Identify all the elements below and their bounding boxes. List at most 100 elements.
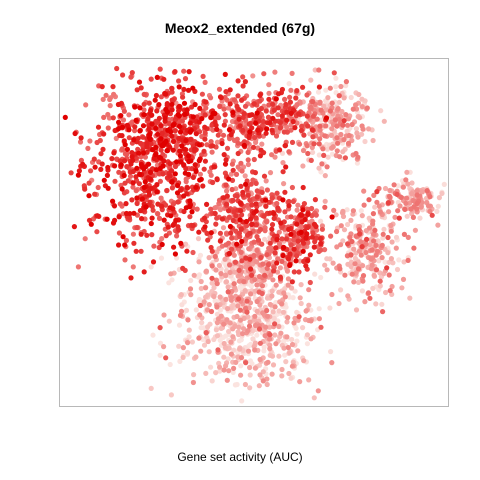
cell-point xyxy=(338,223,344,229)
cell-point xyxy=(294,88,300,94)
cell-point xyxy=(230,217,236,224)
cell-point xyxy=(386,193,393,199)
cell-point xyxy=(358,239,364,245)
cell-point xyxy=(373,267,380,273)
cell-point xyxy=(343,83,349,89)
cell-point xyxy=(245,161,251,168)
cell-point xyxy=(238,355,245,361)
cell-point xyxy=(290,198,296,205)
cell-point xyxy=(230,369,236,375)
cell-point xyxy=(316,67,322,73)
cell-point xyxy=(281,181,287,187)
cell-point xyxy=(259,189,265,195)
cell-point xyxy=(223,89,229,95)
cell-point xyxy=(274,190,280,196)
cell-point xyxy=(169,277,175,283)
cell-point xyxy=(173,143,179,149)
cell-point xyxy=(283,236,289,242)
cell-point xyxy=(377,278,383,284)
cell-point xyxy=(174,233,180,239)
cell-point xyxy=(85,145,91,151)
cell-point xyxy=(157,352,163,358)
cell-point xyxy=(240,127,246,133)
cell-point xyxy=(192,146,198,152)
cell-point xyxy=(87,138,93,144)
cell-point xyxy=(227,87,233,93)
cell-point xyxy=(234,381,240,388)
cell-point xyxy=(289,363,295,369)
cell-point xyxy=(287,262,293,268)
cell-point xyxy=(164,109,171,115)
cell-point xyxy=(320,146,326,152)
cell-point xyxy=(157,66,163,72)
cell-point xyxy=(172,69,178,75)
cell-point xyxy=(179,118,185,124)
cell-point xyxy=(223,182,229,188)
cell-point xyxy=(366,215,372,221)
cell-point xyxy=(187,214,193,220)
cell-point xyxy=(312,239,318,245)
cell-point xyxy=(316,141,322,147)
cell-point xyxy=(424,188,430,194)
cell-point xyxy=(72,130,78,137)
cell-point xyxy=(196,158,202,164)
cell-point xyxy=(121,158,128,164)
cell-point xyxy=(123,237,129,244)
cell-point xyxy=(134,224,140,231)
cell-point xyxy=(278,220,284,226)
cell-point xyxy=(208,364,214,370)
cell-point xyxy=(203,330,209,336)
cell-point xyxy=(352,261,358,267)
cell-point xyxy=(272,69,278,75)
cell-point xyxy=(239,97,245,103)
cell-point xyxy=(312,197,318,203)
cell-point xyxy=(184,107,190,113)
cell-point xyxy=(306,287,312,293)
cell-point xyxy=(168,213,174,219)
cell-point xyxy=(181,208,187,215)
cell-point xyxy=(316,152,322,158)
cell-point xyxy=(116,169,122,175)
cell-point xyxy=(357,231,363,237)
cell-point xyxy=(186,69,192,75)
cell-point xyxy=(247,385,253,391)
cell-point xyxy=(146,100,152,106)
cell-point xyxy=(193,354,199,360)
cell-point xyxy=(340,208,346,214)
cell-point xyxy=(241,142,247,148)
cell-point xyxy=(291,246,297,252)
cell-point xyxy=(147,169,154,175)
cell-point xyxy=(187,204,193,210)
cell-point xyxy=(284,319,290,325)
cell-point xyxy=(231,347,237,353)
cell-point xyxy=(199,320,205,326)
cell-point xyxy=(265,313,271,319)
cell-point xyxy=(223,363,229,369)
cell-point xyxy=(355,266,362,272)
cell-point xyxy=(159,130,165,137)
cell-point xyxy=(236,296,242,302)
cell-point xyxy=(172,171,178,177)
cell-point xyxy=(377,270,383,276)
cell-point xyxy=(158,255,165,261)
cell-point xyxy=(240,331,246,337)
cell-point xyxy=(225,284,231,290)
cell-point xyxy=(198,325,204,331)
cell-point xyxy=(170,138,177,144)
cell-point xyxy=(403,177,409,183)
cell-point xyxy=(235,140,241,146)
cell-point xyxy=(249,272,255,278)
cell-point xyxy=(277,125,283,131)
cell-point xyxy=(233,359,239,365)
cell-point xyxy=(256,326,263,332)
cell-point xyxy=(313,212,319,218)
cell-point xyxy=(253,139,259,145)
cell-point xyxy=(195,236,202,242)
cell-point xyxy=(134,195,140,201)
cell-point xyxy=(301,132,307,138)
cell-point xyxy=(95,184,101,191)
cell-point xyxy=(318,274,324,281)
cell-point xyxy=(189,339,195,345)
cell-point xyxy=(228,171,234,177)
cell-point xyxy=(185,87,192,93)
